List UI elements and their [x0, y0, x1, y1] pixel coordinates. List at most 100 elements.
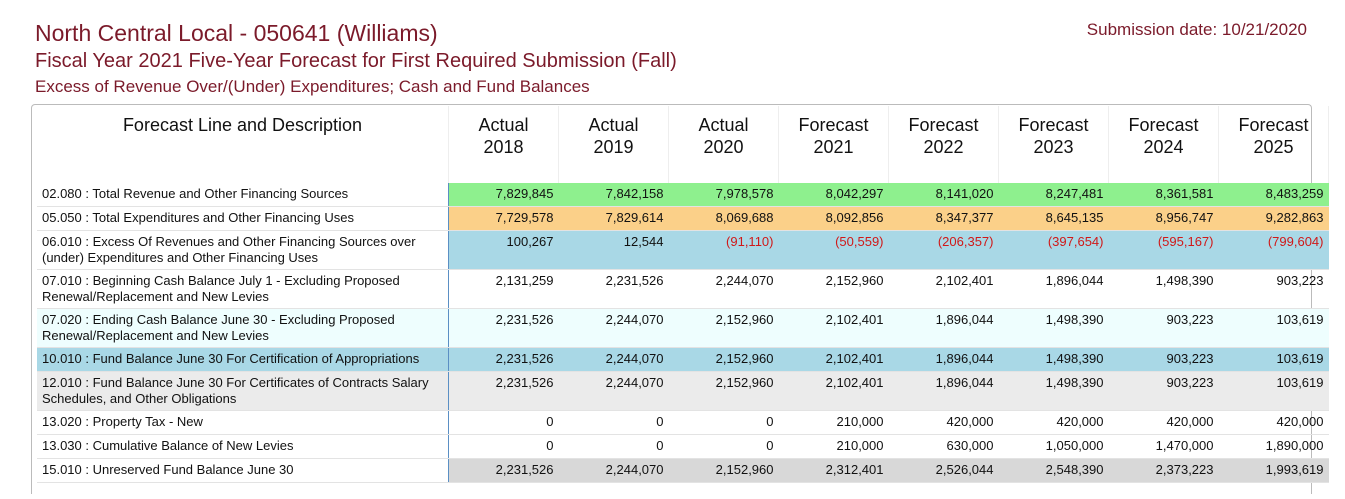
cell-value: 2,152,960 — [778, 269, 889, 309]
cell-value: 1,498,390 — [1108, 269, 1219, 309]
cell-value: 1,470,000 — [1108, 434, 1219, 459]
column-kind: Forecast — [1238, 115, 1309, 135]
column-kind: Forecast — [1128, 115, 1199, 135]
cell-value: 2,102,401 — [778, 371, 889, 411]
cell-value: 0 — [668, 434, 779, 459]
table-row: 12.010 : Fund Balance June 30 For Certif… — [37, 371, 1329, 411]
cell-value: 2,526,044 — [888, 458, 999, 483]
cell-value: 903,223 — [1218, 269, 1329, 309]
subtitle: Fiscal Year 2021 Five-Year Forecast for … — [35, 50, 677, 72]
cell-value: 8,347,377 — [888, 206, 999, 231]
cell-value: 0 — [558, 410, 669, 435]
cell-value: 7,829,614 — [558, 206, 669, 231]
section: Excess of Revenue Over/(Under) Expenditu… — [35, 77, 590, 96]
cell-value: 8,483,259 — [1218, 183, 1329, 207]
cell-value: 1,896,044 — [888, 371, 999, 411]
table-body: 02.080 : Total Revenue and Other Financi… — [37, 183, 1329, 483]
row-description: 12.010 : Fund Balance June 30 For Certif… — [37, 371, 449, 411]
table-row: 15.010 : Unreserved Fund Balance June 30… — [37, 458, 1329, 483]
cell-value: 2,244,070 — [558, 308, 669, 348]
cell-value: 903,223 — [1108, 347, 1219, 372]
cell-value: 1,050,000 — [998, 434, 1109, 459]
column-header: Forecast 2025 — [1218, 106, 1329, 183]
cell-value: 7,729,578 — [448, 206, 559, 231]
column-kind: Actual — [698, 115, 749, 135]
forecast-table: Forecast Line and Description Actual 2018… — [37, 106, 1329, 483]
column-year: 2020 — [703, 137, 744, 157]
cell-value: 2,102,401 — [888, 269, 999, 309]
cell-value: 2,131,259 — [448, 269, 559, 309]
cell-value: 2,102,401 — [778, 347, 889, 372]
cell-value: 2,152,960 — [668, 347, 779, 372]
cell-value: 1,896,044 — [888, 347, 999, 372]
cell-value: (397,654) — [998, 230, 1109, 270]
cell-value: 210,000 — [778, 410, 889, 435]
table-row: 02.080 : Total Revenue and Other Financi… — [37, 183, 1329, 207]
cell-value: 630,000 — [888, 434, 999, 459]
cell-value: 103,619 — [1218, 347, 1329, 372]
cell-value: 2,152,960 — [668, 308, 779, 348]
cell-value: 1,896,044 — [998, 269, 1109, 309]
cell-value: 2,231,526 — [448, 308, 559, 348]
cell-value: 210,000 — [778, 434, 889, 459]
column-header: Forecast 2023 — [998, 106, 1109, 183]
column-header: Actual 2020 — [668, 106, 779, 183]
row-description: 05.050 : Total Expenditures and Other Fi… — [37, 206, 449, 231]
cell-value: 903,223 — [1108, 308, 1219, 348]
table-row: 07.010 : Beginning Cash Balance July 1 -… — [37, 269, 1329, 309]
table-row: 13.030 : Cumulative Balance of New Levie… — [37, 434, 1329, 459]
column-year: 2019 — [593, 137, 634, 157]
row-description: 06.010 : Excess Of Revenues and Other Fi… — [37, 230, 449, 270]
table-row: 13.020 : Property Tax - New 0 0 0 210,000 420… — [37, 410, 1329, 435]
cell-value: 420,000 — [998, 410, 1109, 435]
cell-value: 8,247,481 — [998, 183, 1109, 207]
header-row: Forecast Line and Description Actual 2018… — [37, 106, 1329, 183]
column-header: Forecast 2021 — [778, 106, 889, 183]
column-year: 2025 — [1253, 137, 1294, 157]
cell-value: 2,244,070 — [558, 458, 669, 483]
cell-value: 8,069,688 — [668, 206, 779, 231]
row-description: 15.010 : Unreserved Fund Balance June 30 — [37, 458, 449, 483]
row-description: 13.030 : Cumulative Balance of New Levie… — [37, 434, 449, 459]
cell-value: 1,993,619 — [1218, 458, 1329, 483]
cell-value: 0 — [448, 434, 559, 459]
row-description: 07.010 : Beginning Cash Balance July 1 -… — [37, 269, 449, 309]
table-row: 06.010 : Excess Of Revenues and Other Fi… — [37, 230, 1329, 270]
column-header: Forecast 2024 — [1108, 106, 1219, 183]
row-description: 13.020 : Property Tax - New — [37, 410, 449, 435]
title: North Central Local - 050641 (Williams) — [35, 20, 438, 46]
cell-value: 8,092,856 — [778, 206, 889, 231]
cell-value: 1,890,000 — [1218, 434, 1329, 459]
column-year: 2022 — [923, 137, 964, 157]
cell-value: 0 — [558, 434, 669, 459]
column-header: Actual 2018 — [448, 106, 559, 183]
cell-value: 903,223 — [1108, 371, 1219, 411]
cell-value: 2,244,070 — [668, 269, 779, 309]
column-header: Forecast 2022 — [888, 106, 999, 183]
column-kind: Forecast — [908, 115, 979, 135]
cell-value: 2,231,526 — [448, 347, 559, 372]
description-header: Forecast Line and Description — [37, 106, 449, 183]
cell-value: 420,000 — [1218, 410, 1329, 435]
cell-value: 2,373,223 — [1108, 458, 1219, 483]
cell-value: 1,498,390 — [998, 308, 1109, 348]
column-year: 2024 — [1143, 137, 1184, 157]
cell-value: 7,829,845 — [448, 183, 559, 207]
cell-value: 8,956,747 — [1108, 206, 1219, 231]
cell-value: 2,244,070 — [558, 371, 669, 411]
cell-value: 2,244,070 — [558, 347, 669, 372]
cell-value: 7,978,578 — [668, 183, 779, 207]
row-description: 07.020 : Ending Cash Balance June 30 - E… — [37, 308, 449, 348]
cell-value: 12,544 — [558, 230, 669, 270]
cell-value: 420,000 — [1108, 410, 1219, 435]
cell-value: (595,167) — [1108, 230, 1219, 270]
column-year: 2018 — [483, 137, 524, 157]
cell-value: 2,231,526 — [558, 269, 669, 309]
cell-value: 9,282,863 — [1218, 206, 1329, 231]
cell-value: 8,645,135 — [998, 206, 1109, 231]
cell-value: 0 — [448, 410, 559, 435]
cell-value: 2,231,526 — [448, 371, 559, 411]
cell-value: (91,110) — [668, 230, 779, 270]
cell-value: (799,604) — [1218, 230, 1329, 270]
